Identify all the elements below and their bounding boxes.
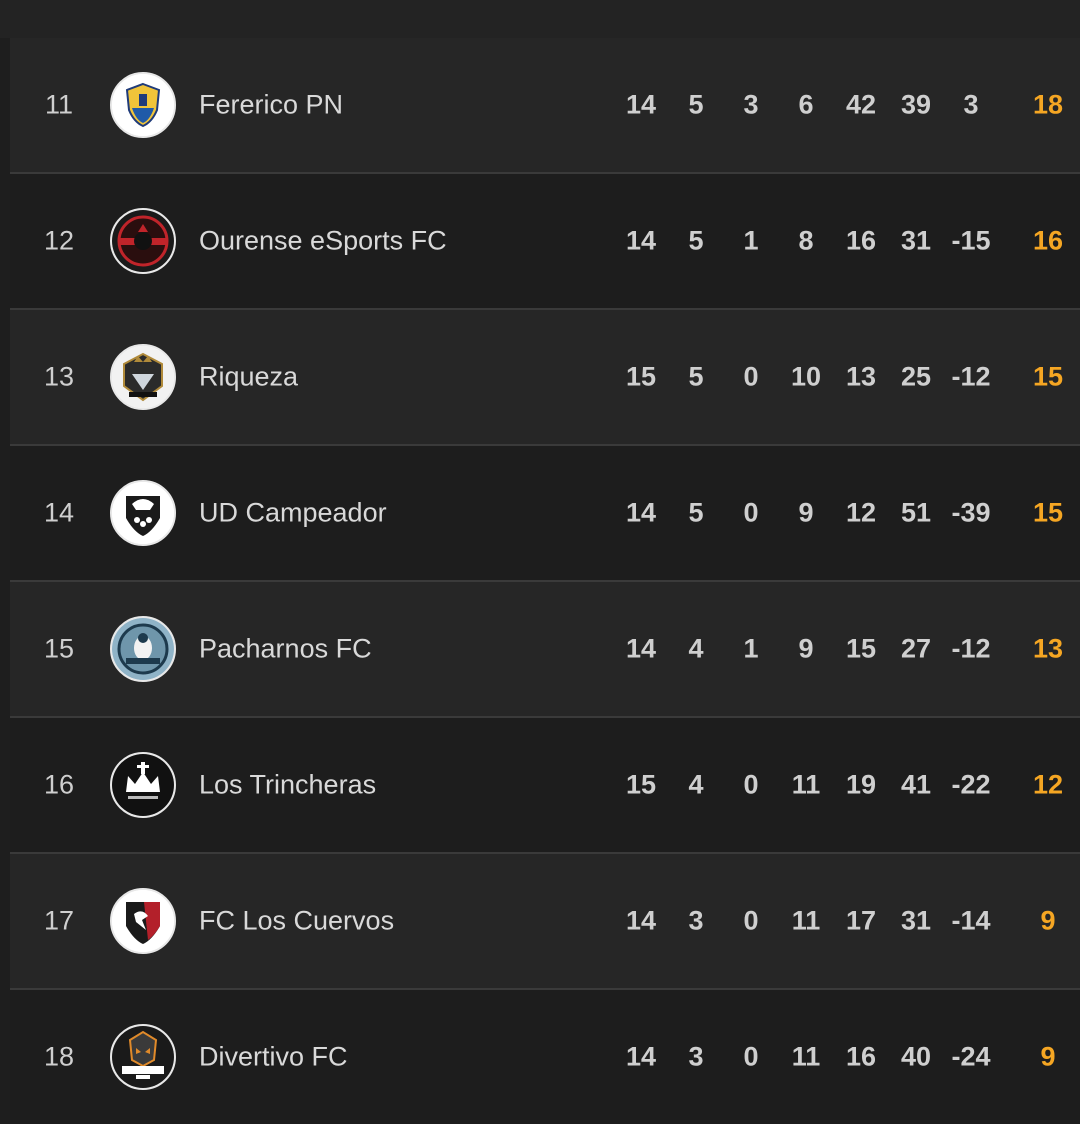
stat-goals-against: 31: [900, 905, 932, 936]
stat-lost: 8: [798, 225, 814, 256]
stat-lost: 9: [798, 497, 814, 528]
stat-goals-for: 42: [845, 89, 877, 120]
stat-points: 13: [1032, 633, 1064, 664]
stat-lost: 11: [791, 769, 821, 800]
stat-won: 5: [688, 361, 704, 392]
stat-goals-for: 19: [845, 769, 877, 800]
team-name[interactable]: Riqueza: [199, 361, 299, 392]
stat-goals-against: 41: [900, 769, 932, 800]
stat-goals-for: 17: [845, 905, 877, 936]
rank: 16: [43, 769, 75, 800]
stat-points: 15: [1032, 497, 1064, 528]
stat-played: 14: [625, 905, 657, 936]
stat-played: 15: [625, 769, 657, 800]
stat-goals-against: 40: [900, 1041, 932, 1072]
stat-drawn: 1: [743, 225, 759, 256]
stat-won: 5: [688, 497, 704, 528]
stat-played: 15: [625, 361, 657, 392]
stat-goals-for: 16: [845, 225, 877, 256]
table-row[interactable]: 11 Fererico PN 14 5 3 6 42 39 3 18: [10, 38, 1080, 174]
fererico-pn-crest-icon: [110, 72, 176, 138]
team-name[interactable]: Los Trincheras: [199, 769, 377, 800]
stat-goal-difference: -39: [951, 497, 991, 528]
stat-goals-for: 13: [845, 361, 877, 392]
stat-drawn: 0: [743, 497, 759, 528]
ud-campeador-crest-icon: [110, 480, 176, 546]
stat-points: 12: [1032, 769, 1064, 800]
stat-goals-against: 39: [900, 89, 932, 120]
stat-won: 5: [688, 225, 704, 256]
stat-lost: 9: [798, 633, 814, 664]
stat-goals-against: 27: [900, 633, 932, 664]
stat-points: 15: [1032, 361, 1064, 392]
rank: 14: [43, 497, 75, 528]
stat-played: 14: [625, 1041, 657, 1072]
stat-drawn: 0: [743, 361, 759, 392]
stat-lost: 11: [791, 905, 821, 936]
stat-won: 5: [688, 89, 704, 120]
stat-goals-for: 15: [845, 633, 877, 664]
stat-goals-against: 25: [900, 361, 932, 392]
table-row[interactable]: 17 FC Los Cuervos 14 3 0 11 17 31 -14 9: [10, 854, 1080, 990]
stat-won: 4: [688, 769, 704, 800]
stat-drawn: 0: [743, 769, 759, 800]
team-name[interactable]: Divertivo FC: [199, 1041, 348, 1072]
team-name[interactable]: Pacharnos FC: [199, 633, 372, 664]
team-name[interactable]: UD Campeador: [199, 497, 387, 528]
table-row[interactable]: 13 Riqueza 15 5 0 10 13 25 -12 15: [10, 310, 1080, 446]
pacharnos-crest-icon: [110, 616, 176, 682]
stat-goals-against: 31: [900, 225, 932, 256]
stat-won: 3: [688, 905, 704, 936]
rank: 13: [43, 361, 75, 392]
stat-goal-difference: -12: [951, 361, 991, 392]
los-trincheras-crest-icon: [110, 752, 176, 818]
rank: 18: [43, 1041, 75, 1072]
table-row[interactable]: 14 UD Campeador 14 5 0 9 12 51 -39 15: [10, 446, 1080, 582]
rank: 15: [43, 633, 75, 664]
stat-won: 4: [688, 633, 704, 664]
stat-goal-difference: -14: [951, 905, 991, 936]
stat-lost: 10: [790, 361, 822, 392]
table-row[interactable]: 12 Ourense eSports FC 14 5 1 8 16 31 -15…: [10, 174, 1080, 310]
stat-drawn: 3: [743, 89, 759, 120]
table-row[interactable]: 18 Divertivo FC 14 3 0 11 16 40 -24 9: [10, 990, 1080, 1124]
stat-played: 14: [625, 633, 657, 664]
stat-points: 16: [1032, 225, 1064, 256]
stat-lost: 6: [798, 89, 814, 120]
stat-played: 14: [625, 497, 657, 528]
team-name[interactable]: FC Los Cuervos: [199, 905, 395, 936]
stat-goal-difference: -15: [951, 225, 991, 256]
stat-goals-against: 51: [900, 497, 932, 528]
stat-points: 9: [1040, 1041, 1056, 1072]
rank: 12: [43, 225, 75, 256]
divertivo-crest-icon: [110, 1024, 176, 1090]
stat-goals-for: 16: [845, 1041, 877, 1072]
stat-won: 3: [688, 1041, 704, 1072]
team-name[interactable]: Fererico PN: [199, 89, 344, 120]
stat-played: 14: [625, 225, 657, 256]
table-top-strip: [0, 0, 1080, 38]
table-row[interactable]: 16 Los Trincheras 15 4 0 11 19 41 -22 12: [10, 718, 1080, 854]
team-name[interactable]: Ourense eSports FC: [199, 225, 447, 256]
stat-goal-difference: 3: [963, 89, 979, 120]
stat-goal-difference: -12: [951, 633, 991, 664]
stat-played: 14: [625, 89, 657, 120]
stat-drawn: 1: [743, 633, 759, 664]
table-row[interactable]: 15 Pacharnos FC 14 4 1 9 15 27 -12 13: [10, 582, 1080, 718]
stat-drawn: 0: [743, 1041, 759, 1072]
stat-goals-for: 12: [845, 497, 877, 528]
fc-los-cuervos-crest-icon: [110, 888, 176, 954]
rank: 11: [44, 89, 74, 120]
stat-points: 9: [1040, 905, 1056, 936]
stat-lost: 11: [791, 1041, 821, 1072]
ourense-esports-crest-icon: [110, 208, 176, 274]
stat-goal-difference: -22: [951, 769, 991, 800]
rank: 17: [43, 905, 75, 936]
stat-points: 18: [1032, 89, 1064, 120]
riqueza-crest-icon: [110, 344, 176, 410]
stat-goal-difference: -24: [951, 1041, 991, 1072]
stat-drawn: 0: [743, 905, 759, 936]
